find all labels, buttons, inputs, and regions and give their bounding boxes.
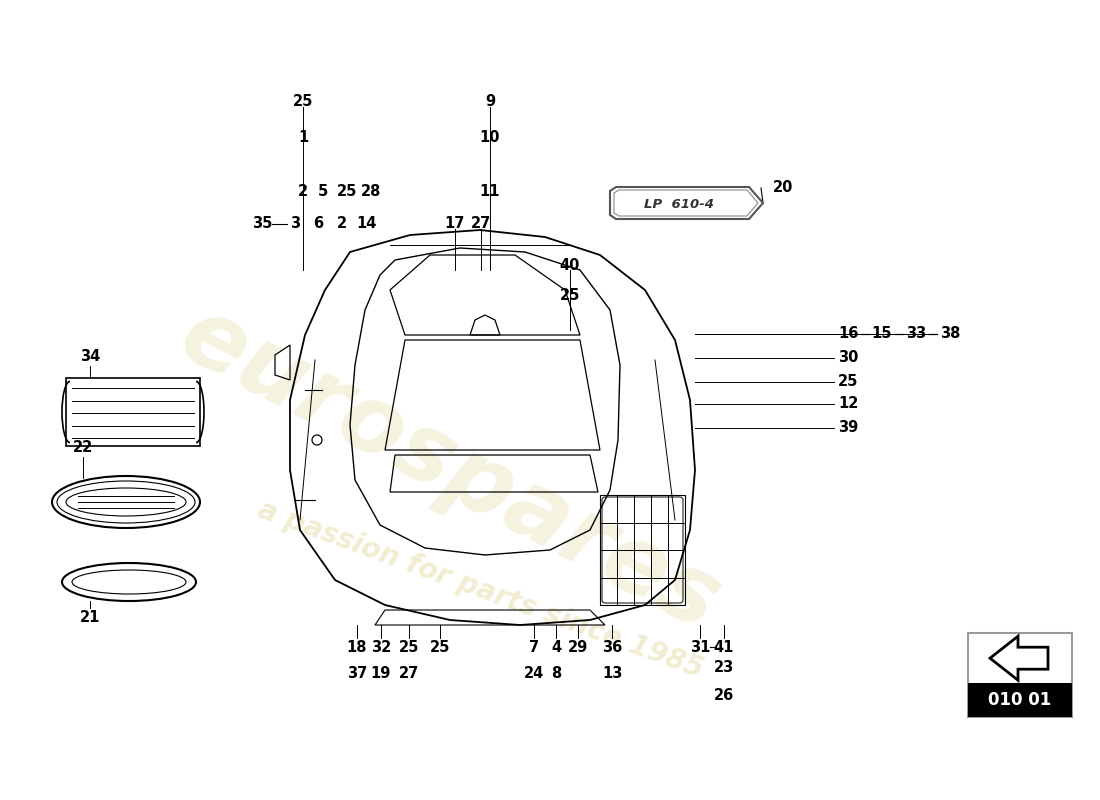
Text: 40: 40 — [560, 258, 580, 273]
Text: 13: 13 — [602, 666, 623, 682]
Text: 36: 36 — [602, 639, 623, 654]
Text: 11: 11 — [480, 183, 501, 198]
Text: 7: 7 — [529, 639, 539, 654]
Text: 26: 26 — [714, 687, 734, 702]
Text: 39: 39 — [838, 421, 858, 435]
Text: 34: 34 — [80, 349, 100, 364]
Text: 4: 4 — [551, 639, 561, 654]
Text: 25: 25 — [430, 639, 450, 654]
Text: a passion for parts since 1985: a passion for parts since 1985 — [253, 496, 706, 684]
Text: 10: 10 — [480, 130, 501, 146]
Text: 17: 17 — [444, 217, 465, 231]
Text: 37: 37 — [346, 666, 367, 682]
Text: 18: 18 — [346, 639, 367, 654]
Text: 25: 25 — [399, 639, 419, 654]
Text: 29: 29 — [568, 639, 588, 654]
Text: 010 01: 010 01 — [989, 691, 1052, 709]
Text: 2: 2 — [337, 217, 348, 231]
Text: 28: 28 — [361, 183, 382, 198]
Text: 8: 8 — [551, 666, 561, 682]
Text: 38: 38 — [939, 326, 960, 342]
FancyBboxPatch shape — [968, 633, 1072, 717]
Text: 20: 20 — [773, 181, 793, 195]
Text: 24: 24 — [524, 666, 544, 682]
Text: 3: 3 — [290, 217, 300, 231]
Text: 31: 31 — [690, 639, 711, 654]
Text: 35: 35 — [252, 217, 272, 231]
Text: 9: 9 — [485, 94, 495, 110]
Text: eurospares: eurospares — [165, 289, 736, 651]
Text: 6: 6 — [312, 217, 323, 231]
Text: 1: 1 — [298, 130, 308, 146]
Text: 27: 27 — [471, 217, 491, 231]
Text: 25: 25 — [293, 94, 314, 110]
Text: 25: 25 — [560, 287, 580, 302]
Text: 16: 16 — [838, 326, 858, 342]
Text: 14: 14 — [355, 217, 376, 231]
Text: 32: 32 — [371, 639, 392, 654]
FancyBboxPatch shape — [968, 683, 1072, 717]
Text: 12: 12 — [838, 397, 858, 411]
Text: 15: 15 — [871, 326, 892, 342]
Polygon shape — [990, 636, 1048, 680]
Text: 33: 33 — [906, 326, 926, 342]
Text: 25: 25 — [337, 183, 358, 198]
Text: 22: 22 — [73, 440, 94, 455]
Text: 30: 30 — [838, 350, 858, 366]
Text: 5: 5 — [318, 183, 328, 198]
Text: 2: 2 — [298, 183, 308, 198]
Text: 25: 25 — [838, 374, 858, 390]
Text: 23: 23 — [714, 661, 734, 675]
Text: 19: 19 — [371, 666, 392, 682]
Text: 41: 41 — [714, 639, 734, 654]
Text: 21: 21 — [80, 610, 100, 625]
Text: 27: 27 — [399, 666, 419, 682]
Text: LP  610-4: LP 610-4 — [644, 198, 714, 210]
